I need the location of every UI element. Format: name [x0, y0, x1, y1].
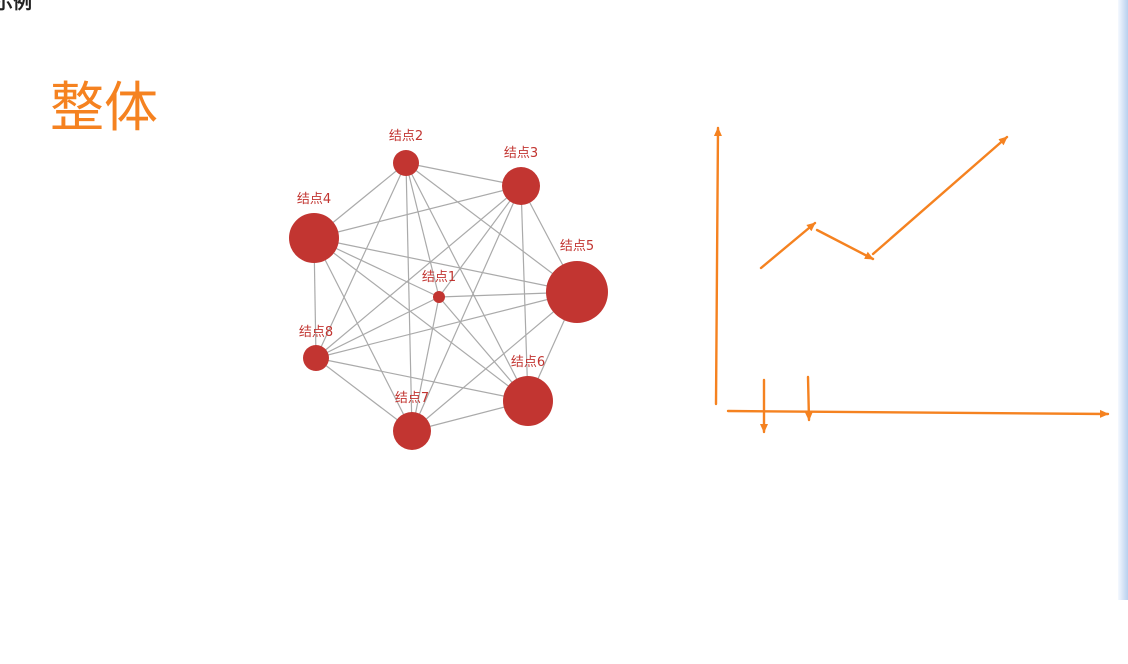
graph-edge-n4-n6	[313, 237, 529, 402]
graph-edge-n2-n6	[405, 162, 529, 402]
down-arrow-right	[804, 375, 813, 422]
graph-edge-n1-n3	[438, 185, 522, 298]
section-heading: 整体	[50, 76, 158, 139]
graph-edge-n2-n5	[405, 162, 578, 293]
graph-node-n4[interactable]	[289, 213, 339, 263]
graph-edge-n6-n8	[315, 357, 529, 402]
graph-edge-n2-n7	[405, 162, 413, 432]
graph-labels: 结点1 结点2 结点3 结点4 结点5 结点6 结点7 结点8	[297, 129, 594, 406]
graph-edge-n2-n3	[405, 162, 522, 187]
graph-node-label: 结点3	[504, 146, 538, 161]
graph-node-label: 结点2	[389, 129, 423, 144]
graph-edge-n3-n4	[313, 185, 522, 239]
graph-edge-n3-n8	[315, 185, 522, 359]
graph-node-label: 结点5	[560, 239, 594, 254]
graph-edge-n1-n8	[315, 296, 440, 359]
graph-node-n3[interactable]	[502, 167, 540, 205]
graph-edge-n2-n8	[315, 162, 407, 359]
graph-node-label: 结点6	[511, 355, 545, 370]
scrollbar[interactable]	[1118, 0, 1128, 600]
graph-node-label: 结点7	[395, 391, 429, 406]
graph-node-n8[interactable]	[303, 345, 329, 371]
graph-edge-n4-n5	[313, 237, 578, 293]
graph-node-n5[interactable]	[546, 261, 608, 323]
graph-edge-n3-n6	[520, 185, 529, 402]
graph-edge-n7-n8	[315, 357, 413, 432]
graph-edge-n3-n7	[411, 185, 522, 432]
x-axis-arrow	[726, 409, 1110, 418]
graph-node-label: 结点8	[299, 325, 333, 340]
graph-node-label: 结点1	[422, 270, 456, 285]
graph-edge-n5-n7	[411, 291, 578, 432]
graph-edge-n5-n8	[315, 291, 578, 359]
y-axis-arrow	[713, 126, 722, 406]
trend-segment-3	[871, 135, 1009, 256]
graph-node-n6[interactable]	[503, 376, 553, 426]
page-title: 示例	[0, 0, 33, 13]
graph-node-n2[interactable]	[393, 150, 419, 176]
graph-edge-n4-n7	[313, 237, 413, 432]
graph-node-n1[interactable]	[433, 291, 445, 303]
graph-node-n7[interactable]	[393, 412, 431, 450]
graph-nodes	[289, 150, 608, 450]
graph-edges	[313, 162, 578, 432]
graph-node-label: 结点4	[297, 192, 331, 207]
graph-edge-n1-n7	[411, 296, 440, 432]
trend-segment-1	[759, 221, 817, 270]
graph-edge-n1-n2	[405, 162, 440, 298]
trend-segment-2	[815, 228, 875, 261]
